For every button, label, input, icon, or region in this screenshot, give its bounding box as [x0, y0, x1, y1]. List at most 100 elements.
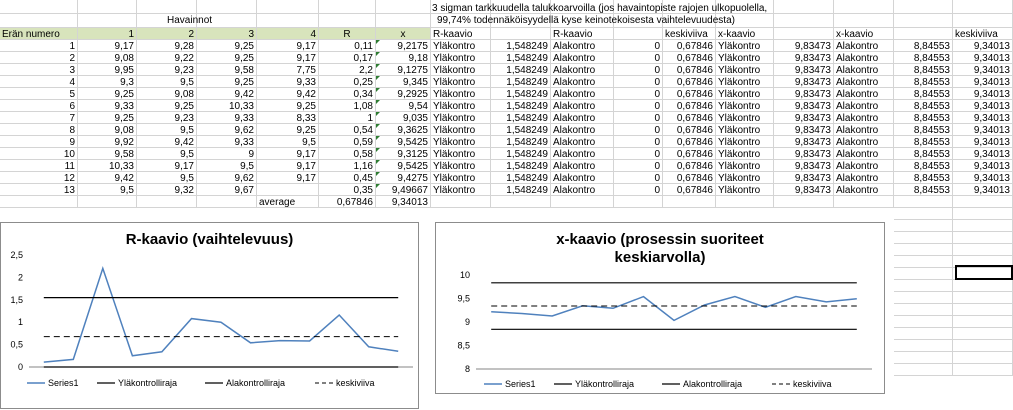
- empty-cell[interactable]: [894, 244, 953, 256]
- empty-cell[interactable]: [894, 220, 953, 232]
- table-cell[interactable]: 9,5: [257, 136, 319, 148]
- empty-cell[interactable]: [614, 0, 663, 14]
- table-cell[interactable]: 8,84553: [894, 124, 953, 136]
- table-cell[interactable]: Alakontro: [834, 88, 894, 100]
- table-cell[interactable]: 1,16: [319, 160, 376, 172]
- table-cell[interactable]: 0,67846: [663, 148, 716, 160]
- table-cell[interactable]: 9,4275: [376, 172, 431, 184]
- table-cell[interactable]: Alakontro: [551, 172, 614, 184]
- table-cell[interactable]: Alakontro: [551, 184, 614, 196]
- table-cell[interactable]: 9,2175: [376, 40, 431, 52]
- column-header[interactable]: x-kaavio: [834, 28, 894, 40]
- table-cell[interactable]: 0: [614, 136, 663, 148]
- table-cell[interactable]: 1,548249: [491, 172, 551, 184]
- empty-cell[interactable]: [894, 232, 953, 244]
- empty-cell[interactable]: [376, 0, 431, 14]
- empty-cell[interactable]: [953, 14, 1013, 28]
- table-cell[interactable]: 9,34013: [953, 100, 1013, 112]
- table-cell[interactable]: 9,25: [197, 76, 257, 88]
- empty-cell[interactable]: [953, 244, 1013, 256]
- column-header[interactable]: x-kaavio: [716, 28, 774, 40]
- table-cell[interactable]: 0,54: [319, 124, 376, 136]
- table-cell[interactable]: Yläkontro: [716, 40, 774, 52]
- empty-cell[interactable]: [953, 280, 1013, 292]
- table-cell[interactable]: 9,23: [137, 112, 197, 124]
- table-cell[interactable]: 9,5: [78, 184, 137, 196]
- table-cell[interactable]: Alakontro: [551, 160, 614, 172]
- table-cell[interactable]: 2,2: [319, 64, 376, 76]
- table-cell[interactable]: 9,83473: [774, 172, 834, 184]
- empty-cell[interactable]: [0, 0, 78, 14]
- empty-cell[interactable]: [319, 0, 376, 14]
- table-cell[interactable]: 9,5425: [376, 136, 431, 148]
- table-cell[interactable]: Yläkontro: [716, 112, 774, 124]
- table-cell[interactable]: 0,67846: [663, 160, 716, 172]
- column-header[interactable]: [774, 28, 834, 40]
- table-cell[interactable]: 9,34013: [953, 52, 1013, 64]
- table-cell[interactable]: 9,34013: [953, 148, 1013, 160]
- table-cell[interactable]: 7,75: [257, 64, 319, 76]
- empty-cell[interactable]: [953, 0, 1013, 14]
- table-cell[interactable]: 9,34013: [953, 124, 1013, 136]
- table-cell[interactable]: 8,84553: [894, 52, 953, 64]
- table-cell[interactable]: 9,83473: [774, 112, 834, 124]
- table-cell[interactable]: Yläkontro: [716, 172, 774, 184]
- empty-cell[interactable]: [894, 280, 953, 292]
- table-cell[interactable]: 0: [614, 88, 663, 100]
- empty-cell[interactable]: [0, 14, 78, 28]
- empty-cell[interactable]: [953, 220, 1013, 232]
- table-cell[interactable]: 9,17: [257, 52, 319, 64]
- table-cell[interactable]: Yläkontro: [716, 160, 774, 172]
- table-cell[interactable]: 0,67846: [663, 172, 716, 184]
- table-cell[interactable]: 0: [614, 40, 663, 52]
- empty-cell[interactable]: [0, 196, 78, 208]
- empty-cell[interactable]: [894, 316, 953, 328]
- table-cell[interactable]: 0: [614, 148, 663, 160]
- table-cell[interactable]: Alakontro: [834, 124, 894, 136]
- table-cell[interactable]: 0: [614, 124, 663, 136]
- table-cell[interactable]: 0: [614, 160, 663, 172]
- table-cell[interactable]: 9,22: [137, 52, 197, 64]
- table-cell[interactable]: 9,25: [197, 52, 257, 64]
- table-cell[interactable]: 10: [0, 148, 78, 160]
- empty-cell[interactable]: [431, 14, 491, 28]
- table-cell[interactable]: 1,548249: [491, 112, 551, 124]
- average-cell[interactable]: average: [257, 196, 319, 208]
- table-cell[interactable]: 9,34013: [953, 64, 1013, 76]
- column-header[interactable]: x: [376, 28, 431, 40]
- table-cell[interactable]: Alakontro: [834, 148, 894, 160]
- table-cell[interactable]: 9,035: [376, 112, 431, 124]
- table-cell[interactable]: 9,62: [197, 124, 257, 136]
- table-cell[interactable]: 1: [0, 40, 78, 52]
- table-cell[interactable]: 9,49667: [376, 184, 431, 196]
- table-cell[interactable]: 8,84553: [894, 160, 953, 172]
- table-cell[interactable]: 9,67: [197, 184, 257, 196]
- table-cell[interactable]: 9,1275: [376, 64, 431, 76]
- table-cell[interactable]: 9,5: [137, 124, 197, 136]
- table-cell[interactable]: Yläkontro: [716, 64, 774, 76]
- table-cell[interactable]: Yläkontro: [431, 52, 491, 64]
- table-cell[interactable]: Alakontro: [834, 100, 894, 112]
- table-cell[interactable]: 9,83473: [774, 76, 834, 88]
- table-cell[interactable]: 1,548249: [491, 124, 551, 136]
- table-cell[interactable]: 9,83473: [774, 88, 834, 100]
- table-cell[interactable]: Yläkontro: [716, 76, 774, 88]
- empty-cell[interactable]: [894, 196, 953, 208]
- column-header[interactable]: [491, 28, 551, 40]
- empty-cell[interactable]: [894, 328, 953, 340]
- empty-cell[interactable]: [953, 304, 1013, 316]
- table-cell[interactable]: 9,83473: [774, 64, 834, 76]
- empty-cell[interactable]: [137, 14, 197, 28]
- table-cell[interactable]: 0,34: [319, 88, 376, 100]
- table-cell[interactable]: 9,3625: [376, 124, 431, 136]
- table-cell[interactable]: 8,84553: [894, 184, 953, 196]
- table-cell[interactable]: 8,84553: [894, 148, 953, 160]
- empty-cell[interactable]: [894, 292, 953, 304]
- table-cell[interactable]: 8,84553: [894, 40, 953, 52]
- table-cell[interactable]: Yläkontro: [431, 88, 491, 100]
- table-cell[interactable]: 9,42: [257, 88, 319, 100]
- table-cell[interactable]: 0,67846: [663, 40, 716, 52]
- empty-cell[interactable]: [834, 14, 894, 28]
- table-cell[interactable]: 9,34013: [953, 40, 1013, 52]
- table-cell[interactable]: Yläkontro: [431, 160, 491, 172]
